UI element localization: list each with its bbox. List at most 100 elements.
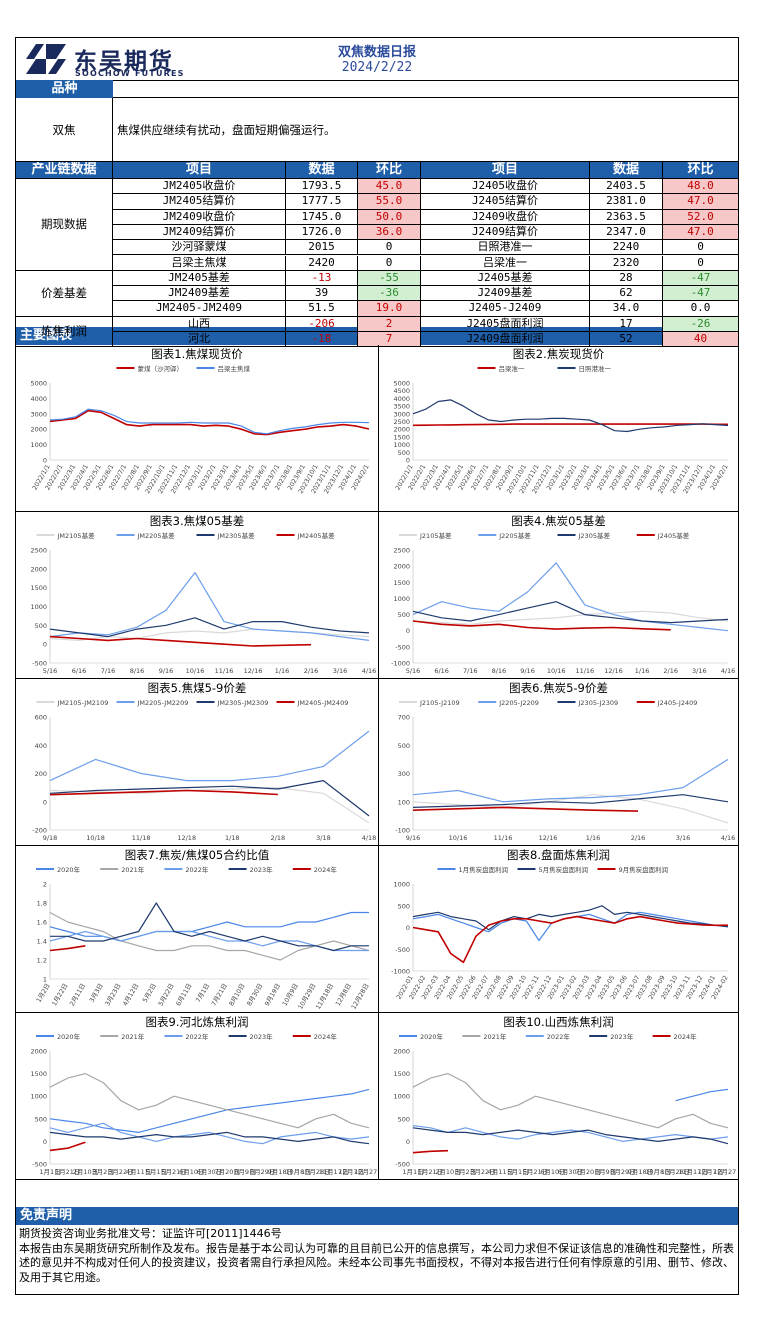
x-tick-label: 4月11日 bbox=[126, 1168, 151, 1176]
chart-plot: 2020年 2021年 2022年 2023年 2024年 -500 0 500 1000 150… bbox=[393, 1032, 736, 1176]
series-line bbox=[412, 620, 671, 631]
x-tick-label: 5/16 bbox=[43, 667, 58, 675]
x-tick-label: 10/18 bbox=[86, 834, 105, 842]
x-tick-label: 4月12日 bbox=[121, 982, 140, 1007]
x-tick-label: 7月20日 bbox=[215, 1168, 240, 1176]
y-tick-label: 3000 bbox=[30, 410, 47, 418]
y-tick-label: 2000 bbox=[30, 1048, 47, 1056]
x-tick-label: 12月8日 bbox=[334, 982, 353, 1007]
table-item-right: J2405结算价 bbox=[421, 194, 590, 210]
legend-label: 2020年 bbox=[420, 1032, 444, 1041]
x-tick-label: 12月27日 bbox=[354, 1168, 377, 1176]
x-tick-label: 2月11日 bbox=[68, 982, 87, 1007]
x-tick-label: 5月21日 bbox=[523, 1168, 548, 1176]
y-tick-label: 3500 bbox=[393, 403, 410, 411]
x-tick-label: 1/16 bbox=[586, 834, 601, 842]
table-value-left: -206 bbox=[286, 316, 358, 332]
x-tick-label: 9/18 bbox=[43, 834, 58, 842]
y-tick-label: 0 bbox=[43, 1138, 47, 1146]
chart-title: 图表10.山西炼焦利润 bbox=[503, 1015, 614, 1029]
series-line bbox=[49, 1073, 370, 1129]
y-tick-label: 2500 bbox=[30, 547, 47, 555]
legend-label: JM2205-JM2209 bbox=[137, 699, 189, 707]
x-tick-label: 11/18 bbox=[132, 834, 151, 842]
series-line bbox=[675, 1088, 729, 1102]
y-tick-label: -500 bbox=[32, 660, 47, 668]
x-tick-label: 2/16 bbox=[663, 667, 678, 675]
y-tick-label: 2000 bbox=[30, 565, 47, 573]
x-tick-label: 4/18 bbox=[362, 834, 377, 842]
table-change-right: 0 bbox=[663, 240, 738, 256]
chart-plot: J2105基差 J2205基差 J2305基差 J2405基差 -1000 -500 0 50… bbox=[391, 531, 735, 675]
variety-name: 双焦 bbox=[16, 98, 113, 162]
table-item-left: 吕梁主焦煤 bbox=[113, 255, 286, 271]
table-item-left: JM2409基差 bbox=[113, 286, 286, 302]
y-tick-label: 1.2 bbox=[37, 957, 47, 965]
table-change-right: 52.0 bbox=[663, 209, 738, 225]
chart-8: 图表8.盘面炼焦利润 1月焦炭盘面利润 5月焦炭盘面利润 9月焦炭盘面利润 -1000 -… bbox=[379, 846, 738, 1013]
disclaimer-bar: 免责声明 bbox=[16, 1207, 738, 1225]
x-tick-label: 5月22日 bbox=[157, 982, 176, 1007]
chart-4: 图表4.焦炭05基差 J2105基差 J2205基差 J2305基差 J2405基差 -1… bbox=[379, 512, 738, 679]
table-value-right: 52 bbox=[590, 332, 663, 348]
legend-label: J2105基差 bbox=[419, 531, 452, 540]
x-tick-label: 9/16 bbox=[159, 667, 174, 675]
y-tick-label: 500 bbox=[398, 611, 410, 619]
y-tick-label: -200 bbox=[32, 827, 47, 835]
y-tick-label: 200 bbox=[35, 770, 47, 778]
x-tick-label: 10/16 bbox=[449, 834, 468, 842]
chart-7: 图表7.焦炭/焦煤05合约比值 2020年 2021年 2022年 2023年 2024年… bbox=[16, 846, 379, 1013]
x-tick-label: 12/16 bbox=[244, 667, 263, 675]
soochow-logo-icon bbox=[26, 44, 66, 74]
x-tick-label: 8月29日 bbox=[250, 1168, 275, 1176]
chart-plot: 2020年 2021年 2022年 2023年 2024年 1 1.2 1.4 1.6 1.8 2 1… bbox=[34, 865, 370, 1011]
table-item-left: JM2405基差 bbox=[113, 270, 286, 287]
y-tick-label: 500 bbox=[35, 622, 47, 630]
y-tick-label: 500 bbox=[398, 449, 410, 457]
legend-label: 2023年 bbox=[250, 1032, 274, 1041]
table-change-right: -47 bbox=[663, 286, 738, 302]
series-line bbox=[49, 730, 370, 782]
license-number: 期货投资咨询业务批准文号：证监许可[2011]1446号 bbox=[19, 1227, 282, 1240]
table-item-left: 河北 bbox=[113, 332, 286, 348]
x-tick-label: 7/16 bbox=[101, 667, 116, 675]
x-tick-label: 6月11日 bbox=[174, 982, 193, 1007]
y-tick-label: 100 bbox=[398, 798, 410, 806]
series-line bbox=[412, 794, 729, 808]
table-change-left: 7 bbox=[358, 332, 421, 348]
table-item-left: 沙河驿蒙煤 bbox=[113, 240, 286, 256]
series-line bbox=[49, 945, 86, 952]
series-line bbox=[412, 601, 729, 624]
y-tick-label: 1 bbox=[43, 976, 47, 984]
y-tick-label: 500 bbox=[398, 742, 410, 750]
table-value-right: 28 bbox=[590, 270, 663, 287]
x-tick-label: 4/16 bbox=[362, 667, 377, 675]
y-tick-label: 1500 bbox=[393, 433, 410, 441]
y-tick-label: 1.6 bbox=[37, 919, 47, 927]
table-item-right: 日照港准一 bbox=[421, 240, 590, 256]
series-line bbox=[49, 1088, 370, 1133]
x-tick-label: 11/16 bbox=[215, 667, 234, 675]
disclaimer-body: 期货投资咨询业务批准文号：证监许可[2011]1446号 本报告由东吴期货研究所… bbox=[19, 1227, 735, 1285]
table-value-right: 2403.5 bbox=[590, 179, 663, 195]
y-tick-label: 1000 bbox=[393, 881, 410, 889]
chart-plot: 2020年 2021年 2022年 2023年 2024年 -500 0 500 1000 150… bbox=[30, 1032, 377, 1176]
legend-label: 日照港准一 bbox=[579, 364, 612, 373]
x-tick-label: 7月1日 bbox=[194, 982, 211, 1004]
x-tick-label: 2月10日 bbox=[73, 1168, 98, 1176]
variety-label: 品种 bbox=[16, 80, 113, 98]
x-tick-label: 8月30日 bbox=[245, 982, 264, 1007]
x-tick-label: 3/16 bbox=[676, 834, 691, 842]
y-tick-label: 0 bbox=[43, 798, 47, 806]
table-item-right: J2409基差 bbox=[421, 286, 590, 302]
series-line bbox=[412, 610, 729, 625]
brand-logo: 东吴期货 SOOCHOW FUTURES bbox=[22, 42, 192, 78]
legend-label: J2405基差 bbox=[657, 531, 690, 540]
x-tick-label: 3/18 bbox=[316, 834, 331, 842]
chart-title: 图表5.焦煤5-9价差 bbox=[147, 681, 247, 695]
x-tick-label: 12月7日 bbox=[698, 1168, 723, 1176]
legend-label: 1月焦炭盘面利润 bbox=[459, 865, 509, 874]
legend-label: 2023年 bbox=[610, 1032, 634, 1041]
y-tick-label: 2000 bbox=[30, 426, 47, 434]
series-line bbox=[50, 902, 369, 952]
